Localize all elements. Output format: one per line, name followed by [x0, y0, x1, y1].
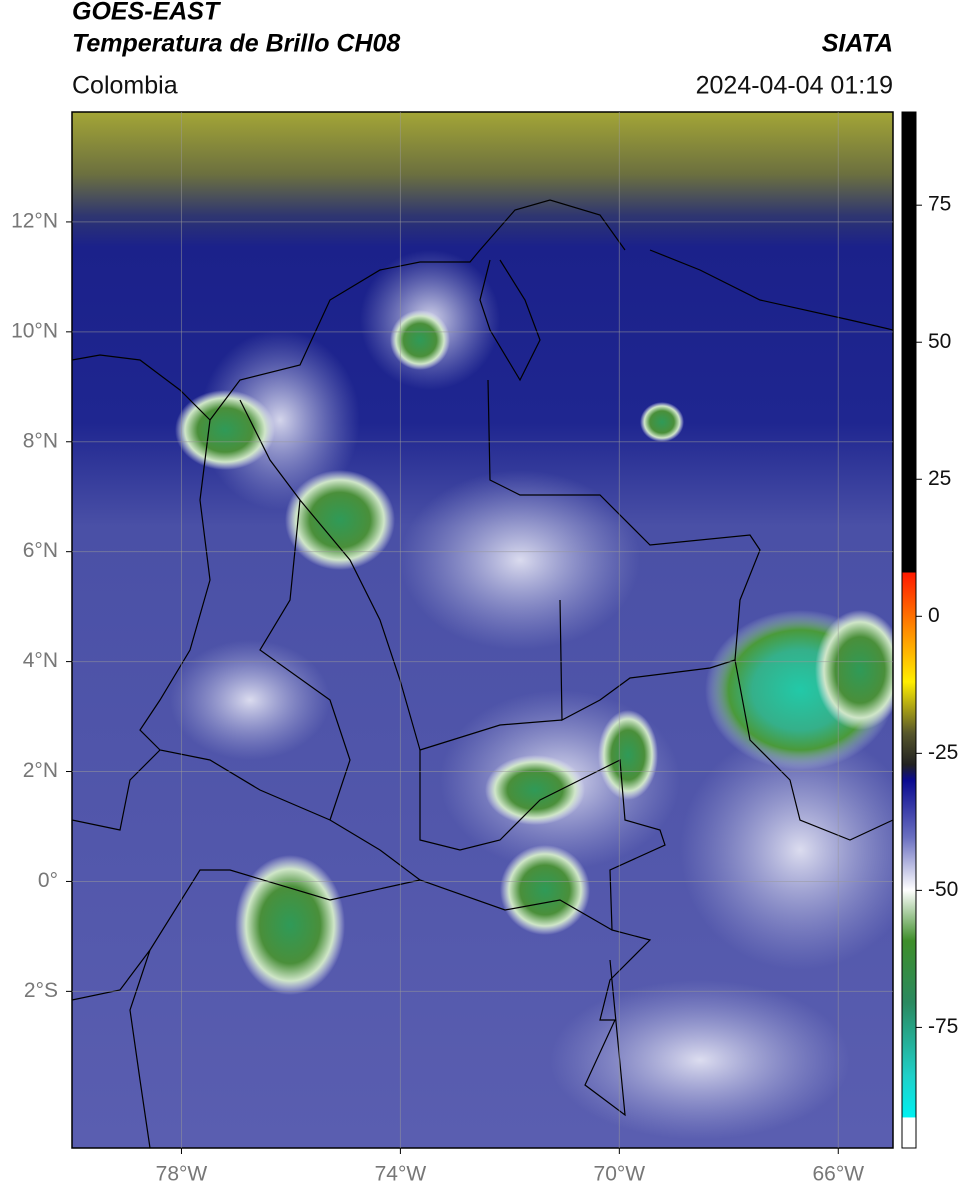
lat-tick-label: 8°N — [23, 429, 58, 452]
lat-tick-label: 2°S — [24, 979, 58, 1002]
lon-tick-label: 70°W — [594, 1163, 646, 1186]
colorbar-tick-label: 75 — [928, 193, 951, 216]
subtitle: Temperatura de Brillo CH08 — [72, 30, 400, 58]
colorbar-tick-label: -25 — [928, 741, 958, 764]
source: SIATA — [822, 30, 893, 58]
lon-tick-label: 74°W — [375, 1163, 427, 1186]
colorbar-tick-label: -50 — [928, 878, 958, 901]
satellite-image — [72, 112, 893, 1148]
region: Colombia — [72, 72, 178, 100]
lat-tick-label: 0° — [38, 869, 58, 892]
colorbar — [901, 111, 917, 1149]
colorbar-tick-label: 50 — [928, 330, 951, 353]
colorbar-tick-label: 0 — [928, 604, 940, 627]
lon-tick-label: 78°W — [156, 1163, 208, 1186]
lat-tick-label: 4°N — [23, 649, 58, 672]
title: GOES-EAST — [72, 0, 222, 26]
datetime: 2024-04-04 01:19 — [696, 72, 893, 100]
lat-tick-label: 6°N — [23, 539, 58, 562]
colorbar-tick-label: -75 — [928, 1015, 958, 1038]
lon-tick-label: 66°W — [812, 1163, 864, 1186]
lat-tick-label: 10°N — [11, 319, 58, 342]
colorbar-tick-label: 25 — [928, 467, 951, 490]
map-frame — [71, 111, 894, 1149]
lat-tick-label: 12°N — [11, 209, 58, 232]
lat-tick-label: 2°N — [23, 759, 58, 782]
